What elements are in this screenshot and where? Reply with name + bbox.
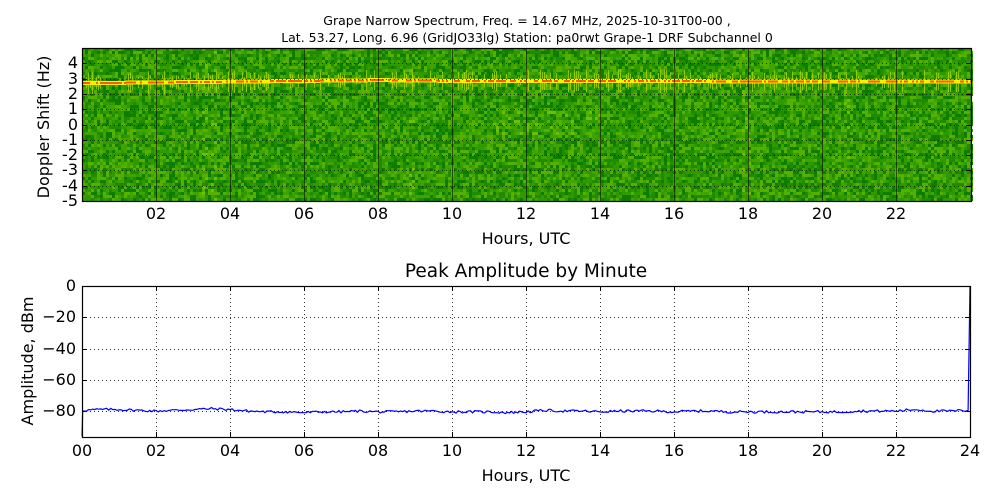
figure-title-line-2: Lat. 53.27, Long. 6.96 (GridJO33lg) Stat… — [281, 30, 773, 45]
amplitude-series-line — [81, 285, 971, 437]
amplitude-plot-title: Peak Amplitude by Minute — [404, 261, 648, 282]
spectrogram-panel: 4 3 2 1 0 -1 -2 -3 -4 -5 02 04 06 08 10 12 14 16 18 20 22 D… — [34, 47, 973, 248]
spectrogram-y-tick: 3 — [67, 68, 78, 88]
spectrogram-x-tick: 16 — [663, 204, 685, 223]
amplitude-y-tick: −60 — [42, 369, 76, 389]
amplitude-y-tick: −80 — [42, 401, 76, 421]
amplitude-panel: 0 −20 −40 −60 −80 00 02 04 06 08 10 12 14 16 18 20 22 24… — [0, 250, 1000, 500]
spectrogram-x-tick: 20 — [811, 204, 833, 223]
spectrogram-x-tick: 22 — [885, 204, 907, 223]
amplitude-x-tick: 00 — [71, 441, 93, 460]
amplitude-x-tick: 14 — [589, 441, 611, 460]
amplitude-x-tick: 18 — [737, 441, 759, 460]
spectrogram-y-tick: -4 — [62, 175, 78, 195]
amplitude-y-tick: −20 — [42, 307, 76, 327]
amplitude-x-tick: 10 — [441, 441, 463, 460]
amplitude-x-axis-label: Hours, UTC — [481, 466, 571, 485]
spectrogram-plot — [81, 47, 973, 203]
spectrogram-x-tick: 08 — [367, 204, 389, 223]
spectrogram-y-tick: -2 — [62, 145, 78, 165]
amplitude-x-tick: 02 — [145, 441, 167, 460]
spectrogram-x-tick: 14 — [589, 204, 611, 223]
spectrogram-x-tick: 10 — [441, 204, 463, 223]
amplitude-x-tick: 08 — [367, 441, 389, 460]
spectrogram-y-tick: 4 — [67, 53, 78, 73]
amplitude-x-tick: 24 — [959, 441, 981, 460]
spectrogram-y-tick: 0 — [67, 114, 78, 134]
amplitude-y-tick: 0 — [65, 276, 76, 295]
spectrogram-y-tick: 2 — [67, 83, 78, 103]
spectrogram-x-tick: 04 — [219, 204, 241, 223]
amplitude-x-tick: 22 — [885, 441, 907, 460]
amplitude-x-tick: 04 — [219, 441, 241, 460]
spectrogram-x-tick: 12 — [515, 204, 537, 223]
spectrogram-y-tick: 1 — [67, 99, 78, 119]
spectrogram-x-tick: 06 — [293, 204, 315, 223]
spectrogram-y-tick: -3 — [62, 160, 78, 180]
amplitude-x-tick: 20 — [811, 441, 833, 460]
spectrogram-y-tick: -5 — [62, 191, 78, 210]
amplitude-x-tick: 06 — [293, 441, 315, 460]
amplitude-x-tick: 12 — [515, 441, 537, 460]
amplitude-line-plot — [81, 285, 972, 439]
spectrogram-x-tick: 18 — [737, 204, 759, 223]
amplitude-y-tick: −40 — [42, 338, 76, 358]
amplitude-y-axis-label: Amplitude, dBm — [18, 296, 37, 426]
figure-title-line-1: Grape Narrow Spectrum, Freq. = 14.67 MHz… — [323, 13, 731, 28]
amplitude-x-tick: 16 — [663, 441, 685, 460]
spectrogram-y-tick: -1 — [62, 129, 78, 149]
spectrogram-y-axis-label: Doppler Shift (Hz) — [34, 55, 53, 199]
spectrogram-x-tick: 02 — [145, 204, 167, 223]
spectrogram-x-axis-label: Hours, UTC — [481, 229, 571, 248]
